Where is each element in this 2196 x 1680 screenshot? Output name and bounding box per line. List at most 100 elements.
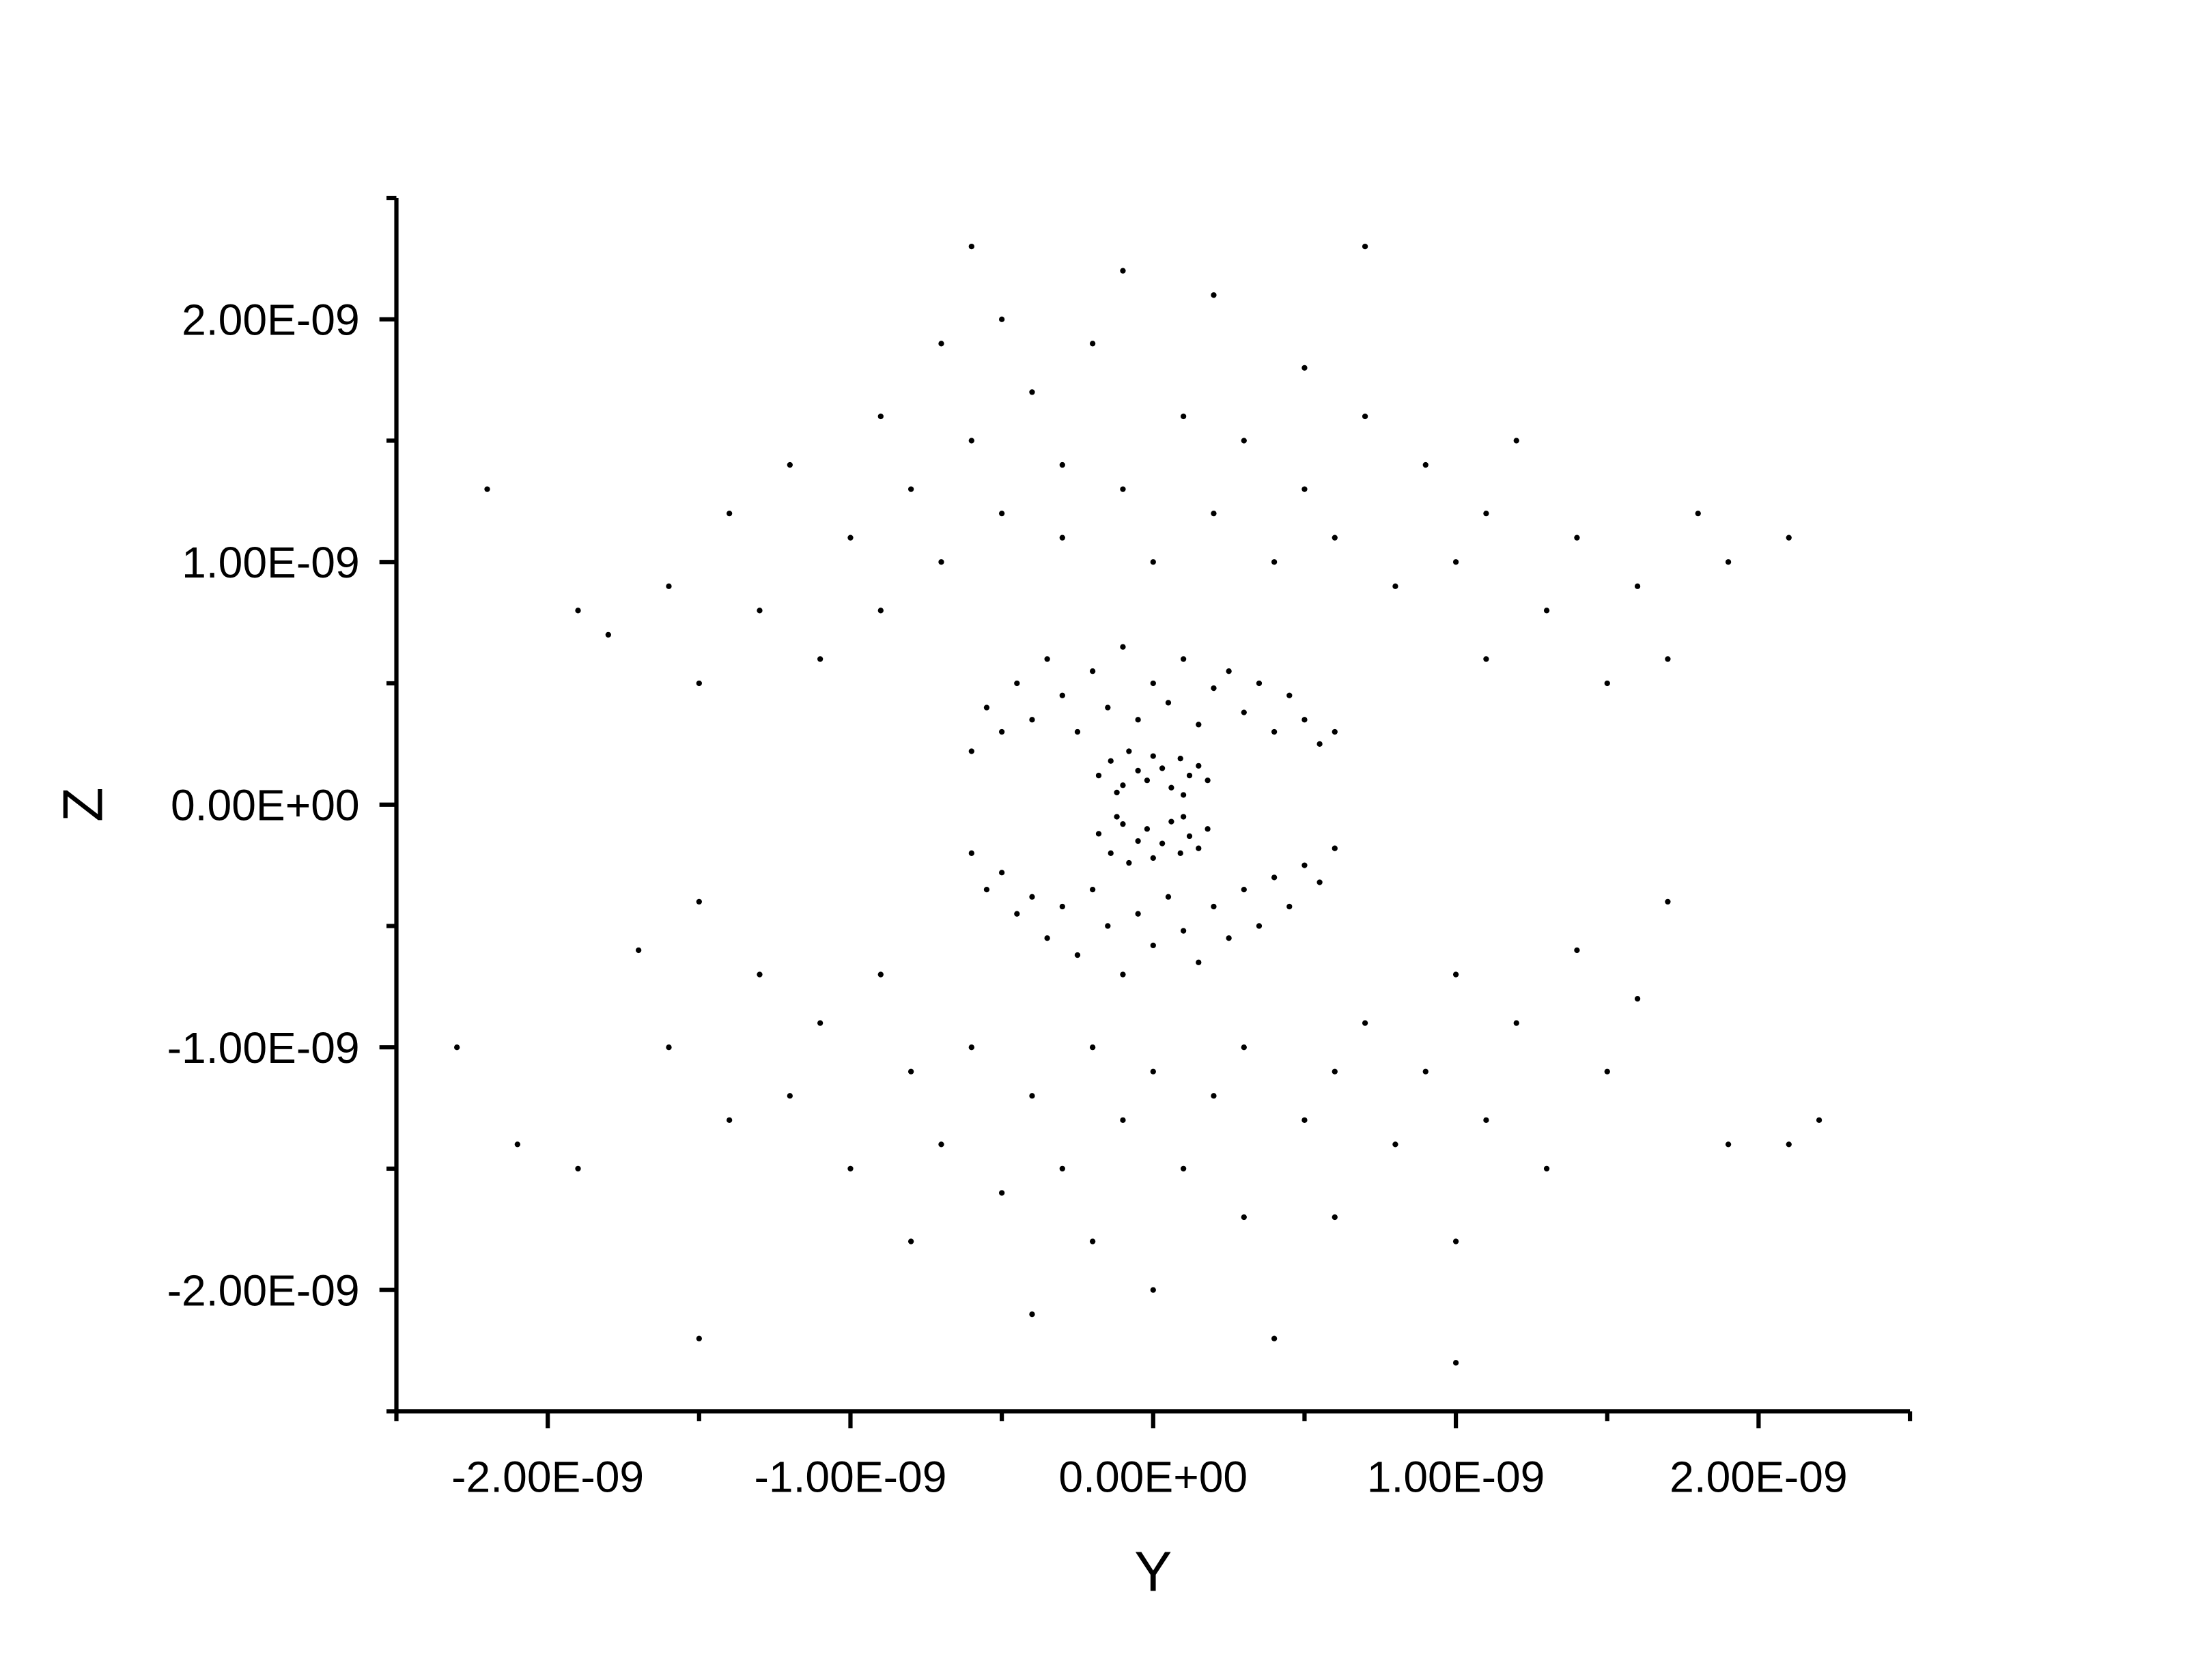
point [1786,535,1792,541]
point [847,1165,854,1172]
point [1211,510,1217,517]
point [636,947,642,954]
point [983,886,990,893]
point [1168,818,1174,825]
point [1422,1068,1428,1074]
point [1180,656,1187,662]
point [1786,1141,1792,1148]
point [1095,772,1102,779]
point [1059,903,1065,910]
point [998,316,1005,322]
point [1177,756,1183,762]
point [998,510,1005,517]
point [1120,644,1126,650]
point [1271,728,1278,735]
point [1150,1287,1156,1293]
point [1120,268,1126,274]
x-tick-label: 0.00E+00 [1058,1452,1248,1501]
point [1196,959,1202,965]
point [1241,438,1247,444]
point [1725,1141,1732,1148]
point [787,461,793,468]
point [968,243,974,250]
point [877,608,884,614]
point [877,413,884,420]
point [968,748,974,754]
point [1362,1020,1368,1026]
point [1256,680,1263,687]
point [1120,1117,1126,1123]
point [1452,971,1459,978]
x-tick-label: -2.00E-09 [451,1452,644,1501]
point [1241,1044,1247,1051]
point [1108,850,1114,856]
y-tick-label: 2.00E-09 [182,296,360,345]
point [1180,1165,1187,1172]
y-axis-label: Z [51,787,115,822]
point [1286,903,1293,910]
point [1105,923,1111,929]
point [1634,583,1641,589]
point [575,1165,581,1172]
point [1150,559,1156,565]
point [727,1117,733,1123]
point [727,510,733,517]
point [1120,486,1126,492]
point [1452,559,1459,565]
point [1816,1117,1822,1123]
point [605,631,611,638]
point [514,1141,520,1148]
point [1150,753,1156,759]
point [1168,784,1174,791]
x-tick-label: 1.00E-09 [1367,1452,1545,1501]
point [1301,365,1308,371]
point [1301,862,1308,868]
point [1165,700,1172,706]
point [1604,680,1610,687]
point [1196,845,1202,851]
point [1332,845,1338,851]
point [1634,995,1641,1002]
point [907,1238,914,1244]
y-tick-label: -1.00E-09 [167,1023,360,1072]
point [1241,709,1247,715]
point [1135,838,1141,844]
y-tick-label: 1.00E-09 [182,538,360,587]
point [1114,789,1120,796]
x-tick-label: 2.00E-09 [1670,1452,1848,1501]
point [938,1141,944,1148]
point [1180,413,1187,420]
point [1044,935,1050,941]
point [1089,886,1096,893]
point [1226,935,1232,941]
y-tick-label: -2.00E-09 [167,1266,360,1315]
point [1422,461,1428,468]
point [938,559,944,565]
point [454,1044,460,1051]
point [907,486,914,492]
point [1362,243,1368,250]
point [1074,728,1081,735]
point [1332,535,1338,541]
point [1332,728,1338,735]
point [1226,668,1232,674]
point [1332,1068,1338,1074]
point [1543,608,1550,614]
point [1392,583,1398,589]
x-tick-label: -1.00E-09 [754,1452,946,1501]
point [1513,438,1519,444]
point [907,1068,914,1074]
point [1059,535,1065,541]
point [1135,767,1141,774]
point [968,850,974,856]
point [1186,772,1193,779]
point [1159,765,1166,771]
point [1044,656,1050,662]
point [696,1335,702,1341]
point [575,608,581,614]
point [1059,692,1065,698]
point [1211,903,1217,910]
point [1144,826,1151,832]
point [1177,850,1183,856]
